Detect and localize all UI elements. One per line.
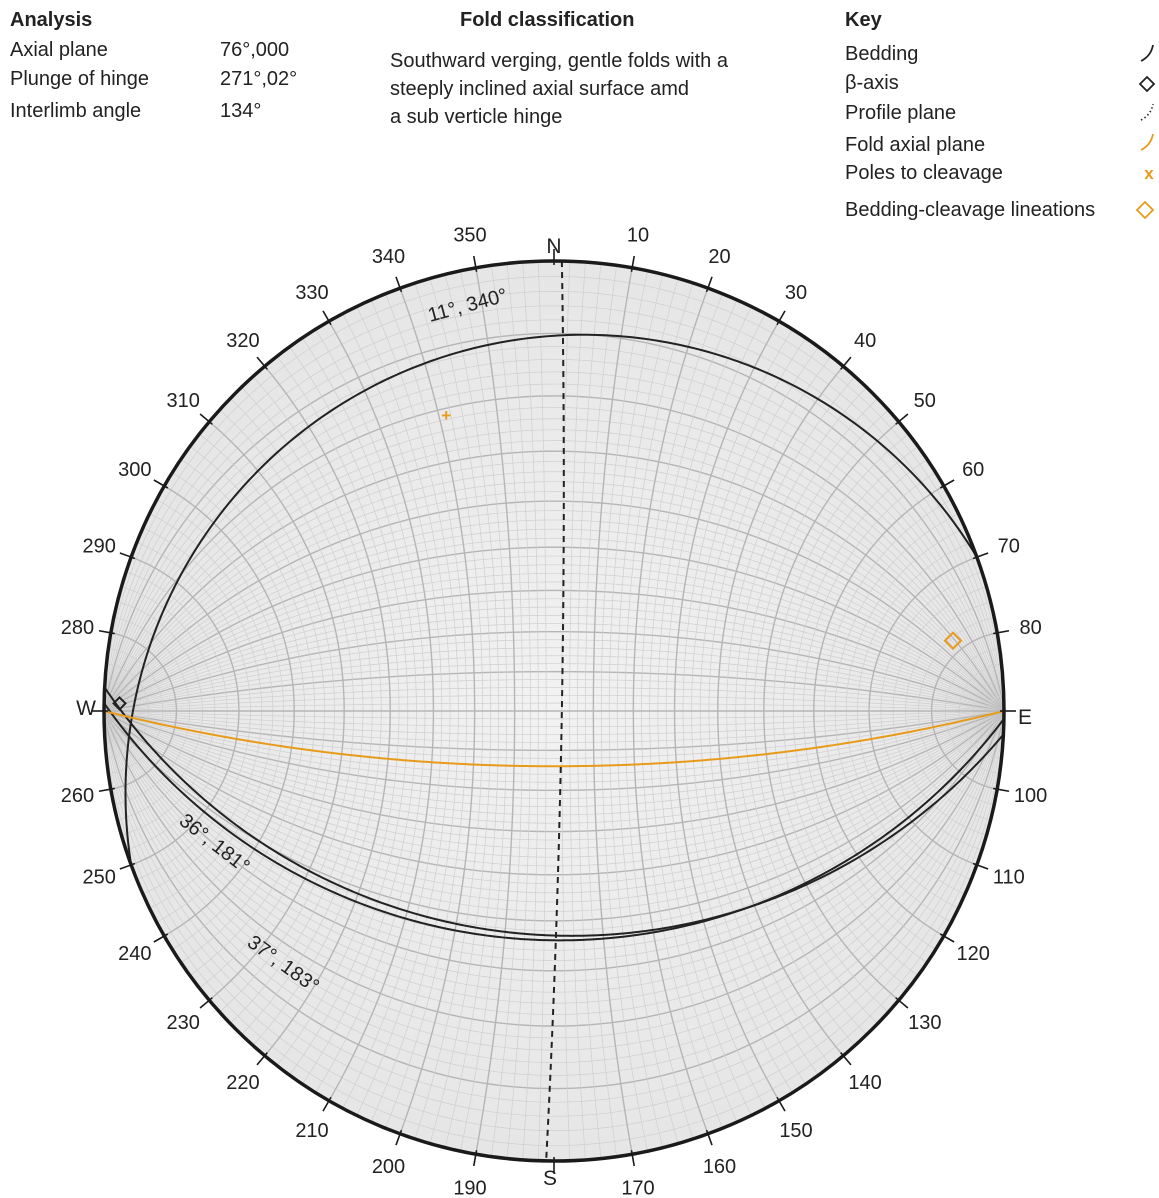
azimuth-label: 160 xyxy=(703,1156,736,1178)
azimuth-label: 60 xyxy=(962,459,984,481)
azimuth-label: 40 xyxy=(854,330,876,352)
azimuth-label: 310 xyxy=(167,390,200,412)
azimuth-label: 210 xyxy=(295,1120,328,1142)
azimuth-label: 250 xyxy=(83,867,116,889)
azimuth-label: 190 xyxy=(453,1178,486,1198)
cardinal-west: W xyxy=(76,697,96,720)
azimuth-label: 20 xyxy=(708,246,730,268)
cardinal-north: N xyxy=(546,235,561,258)
azimuth-label: 170 xyxy=(621,1178,654,1198)
azimuth-label: 50 xyxy=(914,390,936,412)
azimuth-label: 150 xyxy=(779,1120,812,1142)
azimuth-label: 330 xyxy=(295,282,328,304)
azimuth-label: 100 xyxy=(1014,785,1047,807)
azimuth-label: 300 xyxy=(118,459,151,481)
azimuth-label: 230 xyxy=(167,1012,200,1034)
azimuth-label: 320 xyxy=(226,330,259,352)
cardinal-east: E xyxy=(1018,706,1032,729)
azimuth-label: 260 xyxy=(61,785,94,807)
azimuth-label: 30 xyxy=(785,282,807,304)
azimuth-label: 130 xyxy=(908,1012,941,1034)
azimuth-label: 220 xyxy=(226,1072,259,1094)
pole-to-cleavage-point: + xyxy=(441,406,451,425)
azimuth-label: 110 xyxy=(993,867,1025,889)
azimuth-label: 280 xyxy=(61,617,94,639)
azimuth-label: 80 xyxy=(1019,617,1041,639)
azimuth-label: 240 xyxy=(118,943,151,965)
azimuth-label: 10 xyxy=(627,224,649,246)
azimuth-label: 120 xyxy=(957,943,990,965)
azimuth-label: 350 xyxy=(453,224,486,246)
azimuth-label: 200 xyxy=(372,1156,405,1178)
azimuth-label: 340 xyxy=(372,246,405,268)
azimuth-label: 290 xyxy=(83,536,116,558)
cardinal-south: S xyxy=(543,1167,557,1190)
azimuth-label: 70 xyxy=(998,536,1020,558)
azimuth-label: 140 xyxy=(848,1072,881,1094)
